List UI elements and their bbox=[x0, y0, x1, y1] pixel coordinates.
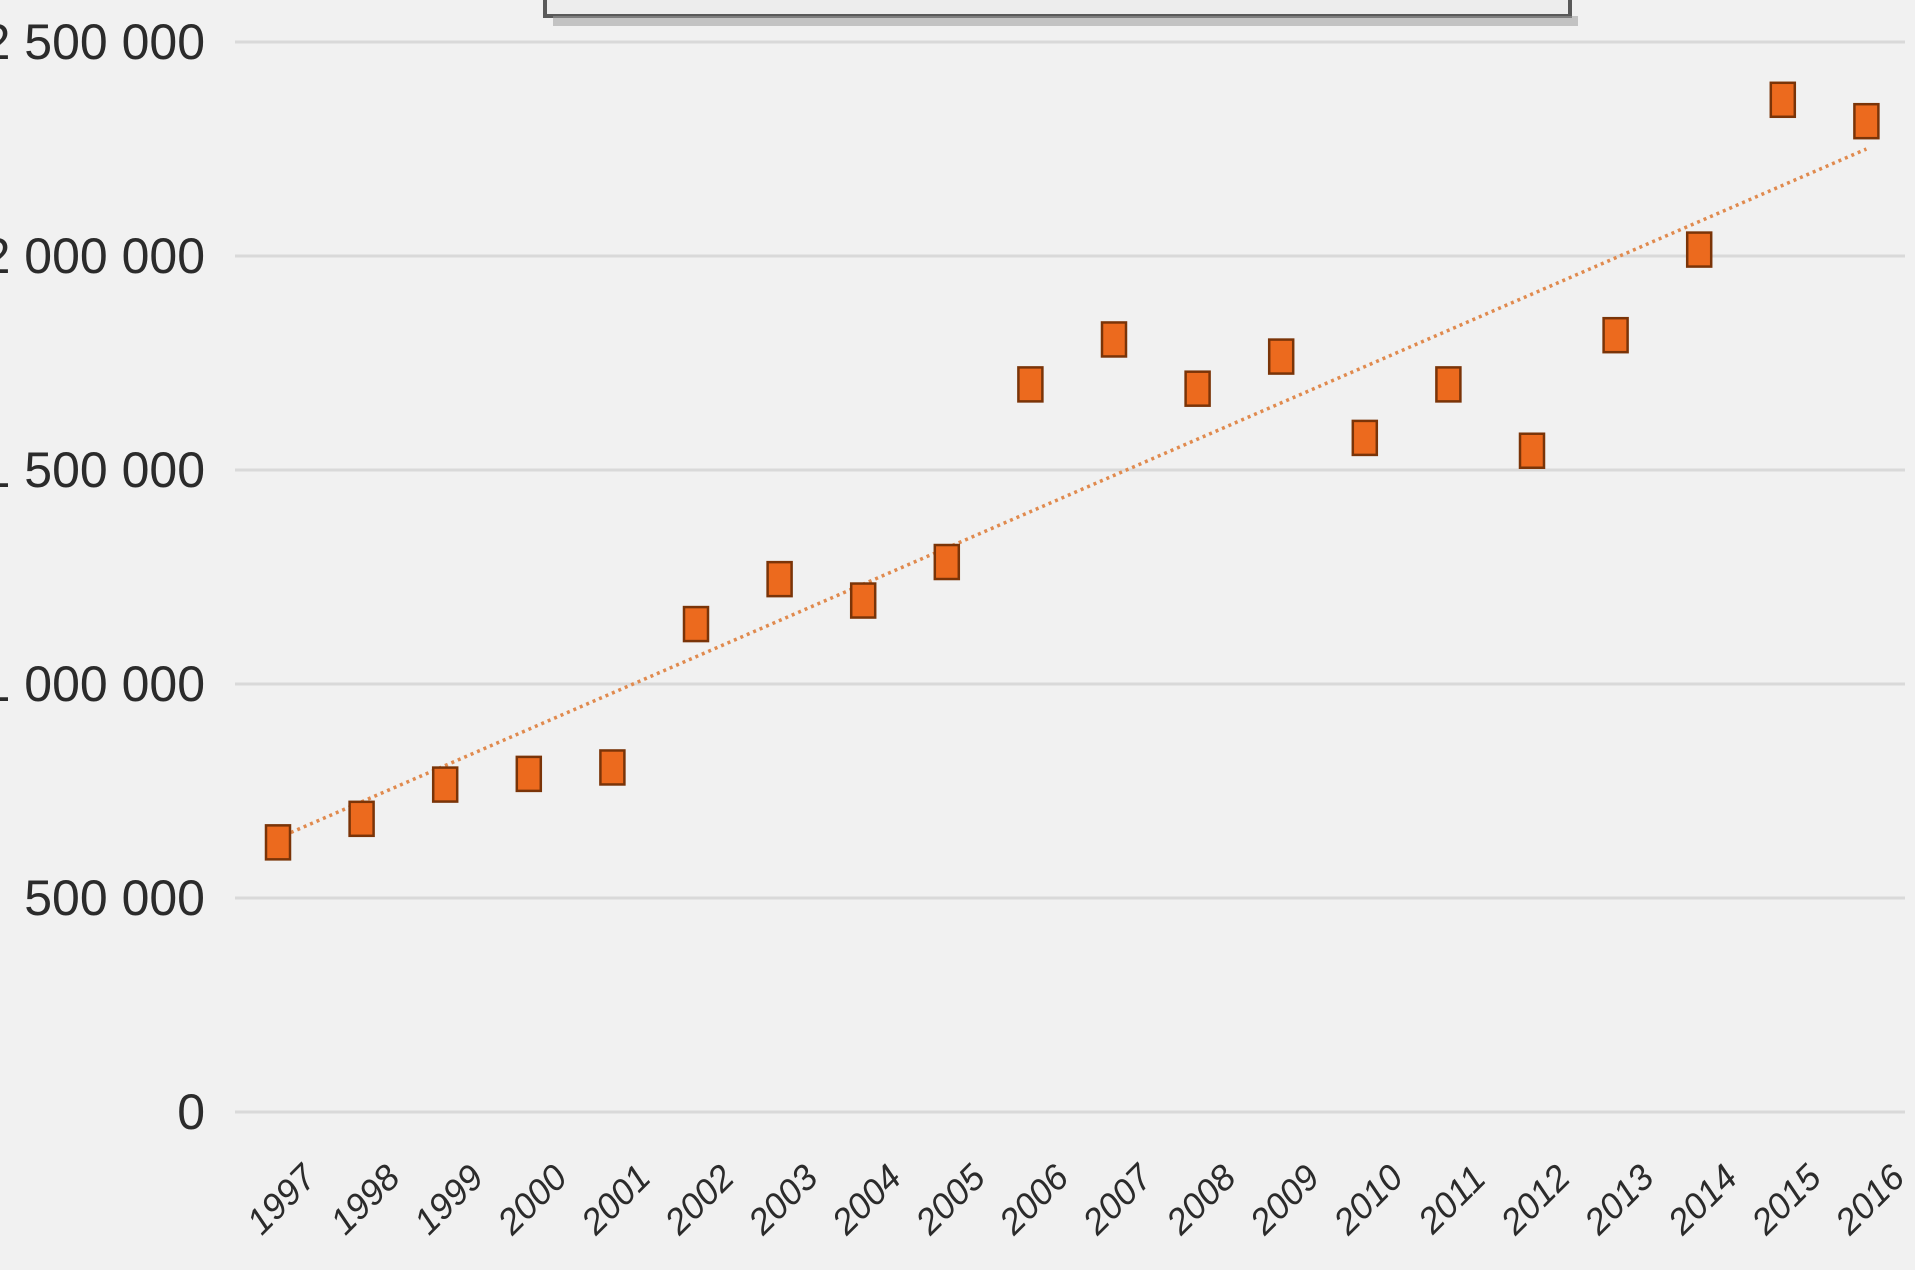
data-point bbox=[1017, 366, 1044, 403]
x-axis-tick-labels: 1997199819992000200120022003200420052006… bbox=[238, 1155, 1913, 1243]
chart-header-box bbox=[543, 0, 1578, 26]
x-tick-label: 1997 bbox=[238, 1155, 325, 1242]
x-tick-label: 2000 bbox=[488, 1156, 574, 1242]
data-point bbox=[1267, 338, 1295, 375]
y-tick-label: 1 500 000 bbox=[0, 442, 205, 498]
x-tick-label: 2007 bbox=[1074, 1155, 1162, 1243]
trendline-layer bbox=[277, 147, 1868, 840]
x-tick-label: 2012 bbox=[1492, 1156, 1578, 1242]
data-point bbox=[682, 605, 710, 643]
x-tick-label: 2001 bbox=[572, 1156, 658, 1242]
data-point bbox=[1100, 321, 1128, 358]
data-point bbox=[515, 755, 543, 793]
data-point bbox=[766, 560, 793, 598]
x-tick-label: 1999 bbox=[406, 1156, 492, 1242]
x-tick-label: 2006 bbox=[990, 1156, 1077, 1243]
x-tick-label: 2003 bbox=[739, 1156, 825, 1242]
gridlines bbox=[235, 40, 1905, 1114]
data-point bbox=[1184, 370, 1211, 407]
data-point bbox=[348, 800, 375, 838]
data-point bbox=[1518, 432, 1546, 469]
y-tick-label: 1 000 000 bbox=[0, 656, 205, 712]
trendline bbox=[277, 147, 1868, 840]
data-point bbox=[264, 824, 292, 861]
x-tick-label: 2008 bbox=[1157, 1156, 1243, 1242]
y-axis-tick-labels: 0 500 000 1 000 000 1 500 000 2 000 000 2 500… bbox=[0, 14, 205, 1140]
x-tick-label: 2010 bbox=[1324, 1156, 1410, 1242]
x-tick-label: 2011 bbox=[1409, 1157, 1493, 1241]
data-point bbox=[1435, 366, 1462, 403]
x-tick-label: 2002 bbox=[656, 1156, 742, 1242]
y-tick-label: 2 500 000 bbox=[0, 14, 205, 70]
x-tick-label: 2013 bbox=[1575, 1156, 1661, 1242]
y-tick-label: 2 000 000 bbox=[0, 228, 205, 284]
data-point bbox=[431, 766, 459, 803]
data-point bbox=[1769, 81, 1797, 119]
y-tick-label: 500 000 bbox=[24, 870, 205, 926]
data-points bbox=[264, 81, 1880, 861]
data-point bbox=[1685, 231, 1713, 268]
data-point bbox=[849, 582, 877, 619]
data-point bbox=[599, 749, 626, 786]
x-tick-label: 2005 bbox=[906, 1156, 993, 1243]
x-tick-label: 1998 bbox=[322, 1156, 408, 1242]
x-tick-label: 2004 bbox=[823, 1156, 909, 1242]
y-tick-label: 0 bbox=[177, 1084, 205, 1140]
data-point bbox=[1602, 316, 1629, 354]
x-tick-label: 2009 bbox=[1241, 1156, 1327, 1242]
data-point bbox=[933, 543, 961, 581]
x-tick-label: 2016 bbox=[1826, 1156, 1913, 1243]
data-point bbox=[1351, 419, 1379, 457]
data-point bbox=[1853, 102, 1880, 140]
x-tick-label: 2015 bbox=[1742, 1156, 1829, 1243]
x-tick-label: 2014 bbox=[1659, 1156, 1745, 1242]
